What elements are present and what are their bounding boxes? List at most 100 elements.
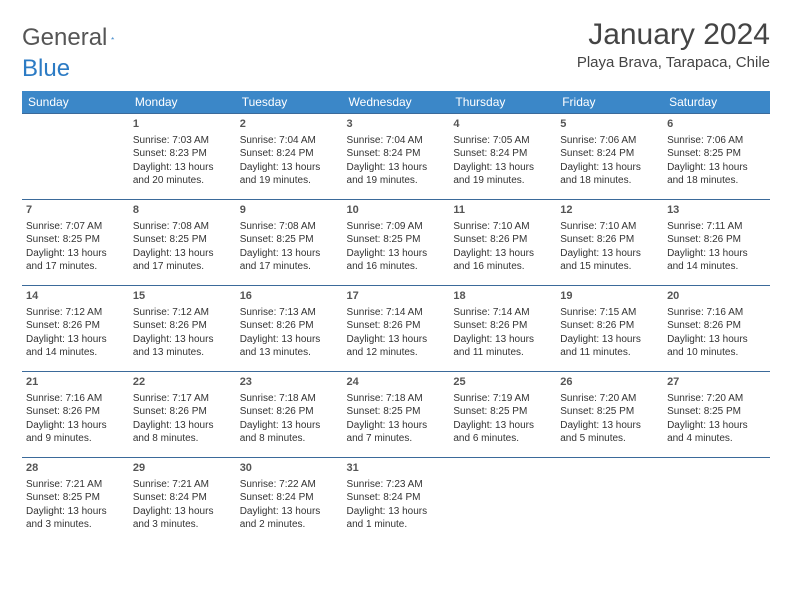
sunset-line: Sunset: 8:25 PM xyxy=(26,491,125,505)
sunrise-line: Sunrise: 7:18 AM xyxy=(347,392,446,406)
day-number: 5 xyxy=(560,117,659,132)
sunrise-line: Sunrise: 7:17 AM xyxy=(133,392,232,406)
weekday-header: Friday xyxy=(556,91,663,114)
sunset-line: Sunset: 8:26 PM xyxy=(133,319,232,333)
sunset-line: Sunset: 8:26 PM xyxy=(26,319,125,333)
day-number: 4 xyxy=(453,117,552,132)
day-number: 24 xyxy=(347,375,446,390)
calendar-day-cell: 27Sunrise: 7:20 AMSunset: 8:25 PMDayligh… xyxy=(663,372,770,458)
sunset-line: Sunset: 8:26 PM xyxy=(347,319,446,333)
calendar-day-cell: 25Sunrise: 7:19 AMSunset: 8:25 PMDayligh… xyxy=(449,372,556,458)
location-subtitle: Playa Brava, Tarapaca, Chile xyxy=(577,54,770,71)
day-number: 2 xyxy=(240,117,339,132)
daylight-line: Daylight: 13 hours and 1 minute. xyxy=(347,505,446,532)
day-number: 28 xyxy=(26,461,125,476)
day-number: 31 xyxy=(347,461,446,476)
day-number: 9 xyxy=(240,203,339,218)
sunset-line: Sunset: 8:26 PM xyxy=(26,405,125,419)
day-number: 19 xyxy=(560,289,659,304)
calendar-day-cell: 26Sunrise: 7:20 AMSunset: 8:25 PMDayligh… xyxy=(556,372,663,458)
sunrise-line: Sunrise: 7:21 AM xyxy=(26,478,125,492)
weekday-header: Sunday xyxy=(22,91,129,114)
sunset-line: Sunset: 8:26 PM xyxy=(453,319,552,333)
sunrise-line: Sunrise: 7:15 AM xyxy=(560,306,659,320)
day-number: 16 xyxy=(240,289,339,304)
calendar-day-cell: 23Sunrise: 7:18 AMSunset: 8:26 PMDayligh… xyxy=(236,372,343,458)
day-number: 8 xyxy=(133,203,232,218)
weekday-header: Monday xyxy=(129,91,236,114)
sunset-line: Sunset: 8:26 PM xyxy=(560,233,659,247)
calendar-day-cell: 30Sunrise: 7:22 AMSunset: 8:24 PMDayligh… xyxy=(236,458,343,544)
daylight-line: Daylight: 13 hours and 3 minutes. xyxy=(26,505,125,532)
sunset-line: Sunset: 8:25 PM xyxy=(667,405,766,419)
calendar-day-cell: 18Sunrise: 7:14 AMSunset: 8:26 PMDayligh… xyxy=(449,286,556,372)
day-number: 22 xyxy=(133,375,232,390)
sunrise-line: Sunrise: 7:18 AM xyxy=(240,392,339,406)
brand-logo: General xyxy=(22,18,135,52)
daylight-line: Daylight: 13 hours and 19 minutes. xyxy=(453,161,552,188)
day-number: 17 xyxy=(347,289,446,304)
sunrise-line: Sunrise: 7:23 AM xyxy=(347,478,446,492)
daylight-line: Daylight: 13 hours and 15 minutes. xyxy=(560,247,659,274)
calendar-day-cell: 1Sunrise: 7:03 AMSunset: 8:23 PMDaylight… xyxy=(129,114,236,200)
weekday-header: Saturday xyxy=(663,91,770,114)
calendar-day-cell: 16Sunrise: 7:13 AMSunset: 8:26 PMDayligh… xyxy=(236,286,343,372)
sunrise-line: Sunrise: 7:20 AM xyxy=(560,392,659,406)
daylight-line: Daylight: 13 hours and 11 minutes. xyxy=(453,333,552,360)
day-number: 14 xyxy=(26,289,125,304)
calendar-day-cell: 28 Sunrise: 7:21 AMSunset: 8:25 PMDayligh… xyxy=(22,458,129,544)
calendar-week-row: 14Sunrise: 7:12 AMSunset: 8:26 PMDayligh… xyxy=(22,286,770,372)
calendar-week-row: 1Sunrise: 7:03 AMSunset: 8:23 PMDaylight… xyxy=(22,114,770,200)
sunset-line: Sunset: 8:24 PM xyxy=(560,147,659,161)
daylight-line: Daylight: 13 hours and 8 minutes. xyxy=(133,419,232,446)
sunset-line: Sunset: 8:25 PM xyxy=(240,233,339,247)
daylight-line: Daylight: 13 hours and 11 minutes. xyxy=(560,333,659,360)
sunset-line: Sunset: 8:25 PM xyxy=(133,233,232,247)
calendar-day-cell: 5Sunrise: 7:06 AMSunset: 8:24 PMDaylight… xyxy=(556,114,663,200)
sunset-line: Sunset: 8:23 PM xyxy=(133,147,232,161)
weekday-header: Wednesday xyxy=(343,91,450,114)
day-number: 21 xyxy=(26,375,125,390)
weekday-header: Tuesday xyxy=(236,91,343,114)
daylight-line: Daylight: 13 hours and 17 minutes. xyxy=(240,247,339,274)
calendar-day-cell: 10Sunrise: 7:09 AMSunset: 8:25 PMDayligh… xyxy=(343,200,450,286)
day-number: 25 xyxy=(453,375,552,390)
calendar-table: SundayMondayTuesdayWednesdayThursdayFrid… xyxy=(22,91,770,544)
sunrise-line: Sunrise: 7:16 AM xyxy=(26,392,125,406)
calendar-day-cell xyxy=(449,458,556,544)
brand-word2: Blue xyxy=(22,55,70,83)
calendar-day-cell: 21Sunrise: 7:16 AMSunset: 8:26 PMDayligh… xyxy=(22,372,129,458)
daylight-line: Daylight: 13 hours and 13 minutes. xyxy=(240,333,339,360)
sunrise-line: Sunrise: 7:12 AM xyxy=(133,306,232,320)
sunset-line: Sunset: 8:24 PM xyxy=(133,491,232,505)
daylight-line: Daylight: 13 hours and 16 minutes. xyxy=(453,247,552,274)
day-number: 20 xyxy=(667,289,766,304)
sunrise-line: Sunrise: 7:20 AM xyxy=(667,392,766,406)
day-number: 13 xyxy=(667,203,766,218)
daylight-line: Daylight: 13 hours and 7 minutes. xyxy=(347,419,446,446)
daylight-line: Daylight: 13 hours and 17 minutes. xyxy=(26,247,125,274)
brand-word1: General xyxy=(22,24,107,52)
calendar-day-cell xyxy=(22,114,129,200)
daylight-line: Daylight: 13 hours and 16 minutes. xyxy=(347,247,446,274)
daylight-line: Daylight: 13 hours and 5 minutes. xyxy=(560,419,659,446)
day-number: 26 xyxy=(560,375,659,390)
calendar-day-cell: 19Sunrise: 7:15 AMSunset: 8:26 PMDayligh… xyxy=(556,286,663,372)
daylight-line: Daylight: 13 hours and 20 minutes. xyxy=(133,161,232,188)
daylight-line: Daylight: 13 hours and 17 minutes. xyxy=(133,247,232,274)
sunrise-line: Sunrise: 7:08 AM xyxy=(133,220,232,234)
brand-sail-icon xyxy=(111,28,115,48)
day-number: 7 xyxy=(26,203,125,218)
day-number: 10 xyxy=(347,203,446,218)
daylight-line: Daylight: 13 hours and 18 minutes. xyxy=(560,161,659,188)
sunset-line: Sunset: 8:25 PM xyxy=(347,405,446,419)
sunset-line: Sunset: 8:26 PM xyxy=(240,319,339,333)
daylight-line: Daylight: 13 hours and 8 minutes. xyxy=(240,419,339,446)
calendar-day-cell: 22 Sunrise: 7:17 AMSunset: 8:26 PMDayligh… xyxy=(129,372,236,458)
calendar-day-cell: 2Sunrise: 7:04 AMSunset: 8:24 PMDaylight… xyxy=(236,114,343,200)
sunset-line: Sunset: 8:26 PM xyxy=(133,405,232,419)
sunrise-line: Sunrise: 7:05 AM xyxy=(453,134,552,148)
sunrise-line: Sunrise: 7:16 AM xyxy=(667,306,766,320)
weekday-header: Thursday xyxy=(449,91,556,114)
daylight-line: Daylight: 13 hours and 13 minutes. xyxy=(133,333,232,360)
